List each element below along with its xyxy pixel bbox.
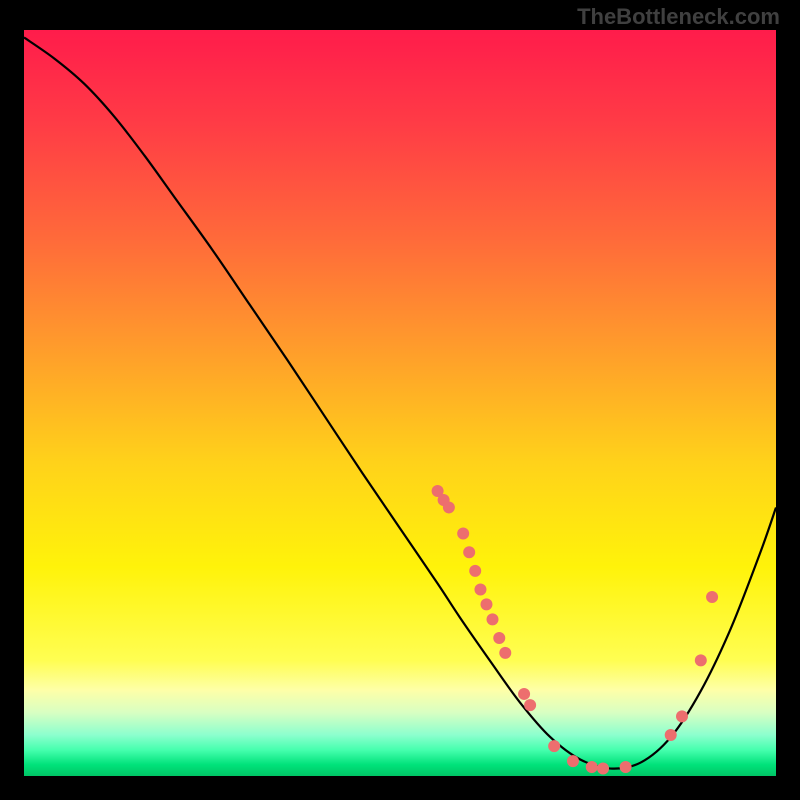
data-marker (499, 647, 511, 659)
chart-background (24, 30, 776, 776)
data-marker (586, 761, 598, 773)
data-marker (620, 761, 632, 773)
bottleneck-chart (24, 30, 776, 776)
data-marker (597, 763, 609, 775)
data-marker (567, 755, 579, 767)
data-marker (665, 729, 677, 741)
data-marker (474, 584, 486, 596)
data-marker (443, 501, 455, 513)
data-marker (469, 565, 481, 577)
data-marker (463, 546, 475, 558)
data-marker (676, 710, 688, 722)
watermark-text: TheBottleneck.com (577, 4, 780, 30)
data-marker (487, 613, 499, 625)
data-marker (706, 591, 718, 603)
data-marker (480, 598, 492, 610)
chart-frame: TheBottleneck.com (0, 0, 800, 800)
chart-canvas (24, 30, 776, 776)
data-marker (548, 740, 560, 752)
data-marker (457, 528, 469, 540)
data-marker (518, 688, 530, 700)
data-marker (524, 699, 536, 711)
data-marker (695, 654, 707, 666)
data-marker (493, 632, 505, 644)
